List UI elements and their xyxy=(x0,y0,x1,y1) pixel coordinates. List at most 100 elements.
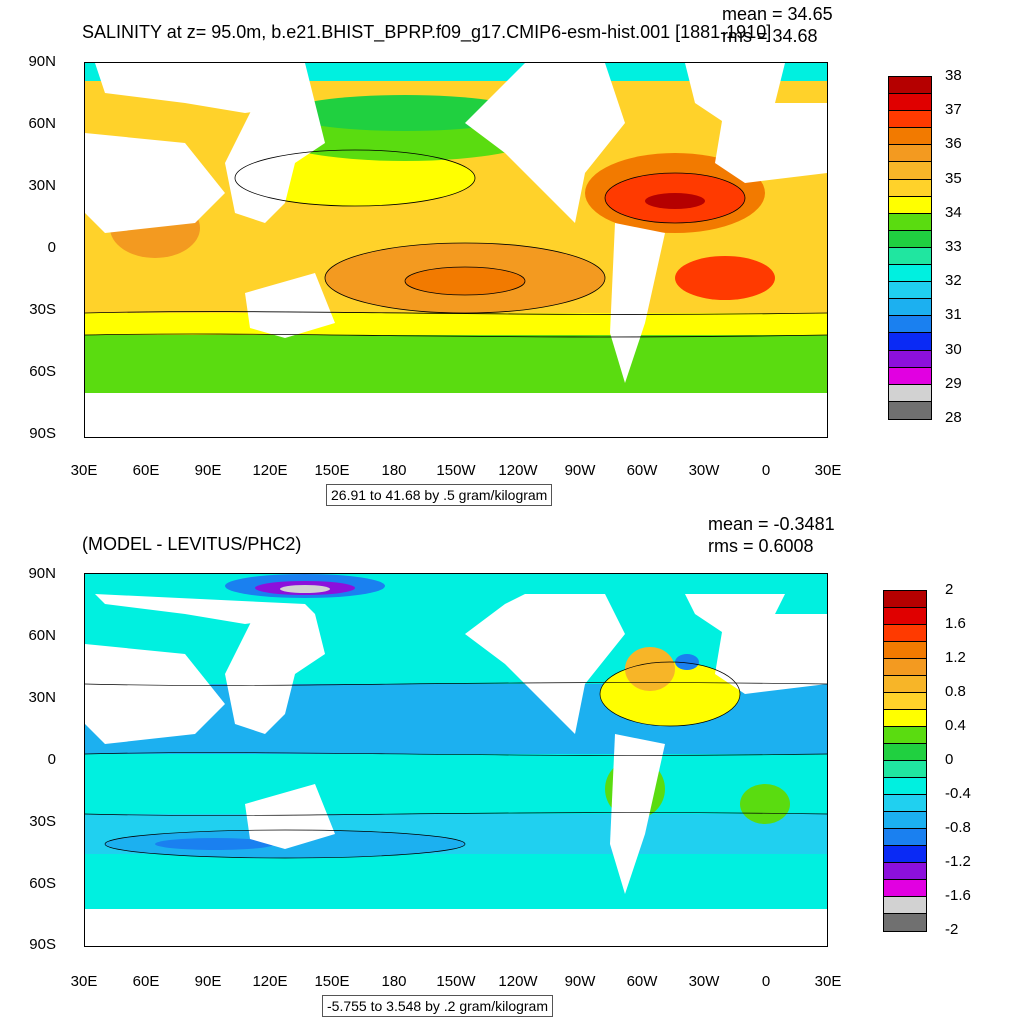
colorbar-swatch xyxy=(884,914,926,931)
lon-tick-label: 150W xyxy=(436,973,476,990)
salinity-field xyxy=(85,63,827,437)
colorbar-tick-label: 29 xyxy=(945,374,962,392)
colorbar-swatch xyxy=(884,608,926,625)
colorbar-swatch xyxy=(889,94,931,112)
lon-tick-label: 30E xyxy=(70,973,98,990)
lat-tick-label: 30S xyxy=(29,301,56,318)
colorbar-tick-label: 0 xyxy=(945,751,954,768)
rms-value: rms = 0.6008 xyxy=(708,536,814,556)
colorbar-tick-label: 1.6 xyxy=(945,615,966,632)
lon-tick-label: 60E xyxy=(132,973,160,990)
lon-tick-label: 90E xyxy=(194,973,222,990)
colorbar-swatch xyxy=(884,625,926,642)
lon-tick-label: 60E xyxy=(132,462,160,479)
lon-tick-label: 60W xyxy=(626,973,658,990)
lat-tick-label: 30S xyxy=(29,813,56,830)
colorbar-swatch xyxy=(889,162,931,180)
contour-range-label: 26.91 to 41.68 by .5 gram/kilogram xyxy=(326,484,553,506)
panel-title: (MODEL - LEVITUS/PHC2) xyxy=(82,534,302,554)
lat-tick-label: 0 xyxy=(47,239,56,256)
mean-value: mean = -0.3481 xyxy=(708,514,835,534)
colorbar-tick-label: 2 xyxy=(945,581,954,598)
lon-tick-label: 60W xyxy=(626,462,658,479)
lon-tick-label: 120W xyxy=(498,973,538,990)
mean-value: mean = 34.65 xyxy=(722,4,833,24)
colorbar-tick-label: 33 xyxy=(945,238,962,255)
colorbar-tick-label: -2 xyxy=(945,921,959,938)
lon-tick-label: 90W xyxy=(564,462,596,479)
colorbar-swatch xyxy=(884,693,926,710)
lon-tick-label: 30E xyxy=(814,462,842,479)
salinity-panel: SALINITY at z= 95.0m, b.e21.BHIST_BPRP.f… xyxy=(28,4,962,506)
colorbar-swatch xyxy=(889,350,931,368)
colorbar-swatch xyxy=(884,727,926,744)
panel-title: SALINITY at z= 95.0m, b.e21.BHIST_BPRP.f… xyxy=(82,22,772,42)
colorbar-swatch xyxy=(884,761,926,778)
colorbar xyxy=(888,76,932,420)
colorbar-tick-label: 1.2 xyxy=(945,649,966,666)
lon-tick-label: 120E xyxy=(252,973,288,990)
colorbar-tick-label: 38 xyxy=(945,67,962,84)
colorbar-tick-label: -1.6 xyxy=(945,887,971,904)
colorbar-tick-label: 31 xyxy=(945,306,962,324)
colorbar-swatch xyxy=(889,247,931,266)
lat-tick-label: 90S xyxy=(29,425,56,442)
colorbar-swatch xyxy=(884,591,926,608)
lon-tick-label: 150W xyxy=(436,462,476,479)
colorbar-tick-label: 0.4 xyxy=(945,717,966,734)
colorbar-tick-label: 37 xyxy=(945,101,962,119)
colorbar-swatch xyxy=(884,880,926,897)
colorbar-swatch xyxy=(889,145,931,163)
lat-tick-label: 90N xyxy=(28,53,56,70)
colorbar-swatch xyxy=(884,829,926,846)
colorbar-swatch xyxy=(884,710,926,727)
colorbar-swatch xyxy=(889,179,931,197)
colorbar-swatch xyxy=(884,795,926,812)
colorbar-swatch xyxy=(889,265,931,283)
lon-tick-label: 90E xyxy=(194,462,222,479)
colorbar-swatch xyxy=(884,897,926,914)
colorbar-swatch xyxy=(884,812,926,829)
colorbar-swatch xyxy=(889,111,931,129)
colorbar-swatch xyxy=(889,282,931,300)
lon-tick-label: 30W xyxy=(688,462,720,479)
difference-map xyxy=(84,573,828,947)
lat-tick-label: 90S xyxy=(29,936,56,953)
colorbar-swatch xyxy=(889,299,931,317)
difference-field xyxy=(85,574,827,946)
lon-tick-label: 0 xyxy=(761,973,771,990)
lat-tick-label: 30N xyxy=(28,177,56,194)
colorbar-tick-label: -0.8 xyxy=(945,819,971,836)
colorbar-swatch xyxy=(889,367,931,385)
contour-range-label: -5.755 to 3.548 by .2 gram/kilogram xyxy=(322,995,554,1017)
colorbar-tick-label: 28 xyxy=(945,409,962,426)
lat-tick-label: 60N xyxy=(28,115,56,132)
lon-tick-label: 120E xyxy=(252,462,288,479)
colorbar-tick-label: 36 xyxy=(945,135,962,153)
colorbar-swatch xyxy=(884,744,926,761)
lon-tick-label: 30E xyxy=(70,462,98,479)
colorbar xyxy=(883,590,927,932)
lat-tick-label: 60N xyxy=(28,627,56,644)
colorbar-swatch xyxy=(884,863,926,880)
colorbar-swatch xyxy=(884,676,926,693)
colorbar-swatch xyxy=(889,196,931,214)
colorbar-swatch xyxy=(889,316,931,334)
lon-tick-label: 180 xyxy=(381,462,407,479)
lat-tick-label: 60S xyxy=(29,875,56,892)
colorbar-swatch xyxy=(889,384,931,402)
salinity-map xyxy=(84,62,828,438)
colorbar-swatch xyxy=(889,333,931,351)
difference-panel: (MODEL - LEVITUS/PHC2) mean = -0.3481 rm… xyxy=(0,512,1024,1024)
colorbar-swatch xyxy=(889,213,931,231)
colorbar-tick-label: -1.2 xyxy=(945,853,971,870)
lon-tick-label: 180 xyxy=(381,973,407,990)
colorbar-swatch xyxy=(884,778,926,795)
colorbar-swatch xyxy=(889,77,931,95)
colorbar-tick-label: -0.4 xyxy=(945,785,971,802)
lat-tick-label: 0 xyxy=(47,751,56,768)
colorbar-swatch xyxy=(889,230,931,248)
colorbar-swatch xyxy=(889,128,931,146)
lat-tick-label: 30N xyxy=(28,689,56,706)
lon-tick-label: 30E xyxy=(814,973,842,990)
